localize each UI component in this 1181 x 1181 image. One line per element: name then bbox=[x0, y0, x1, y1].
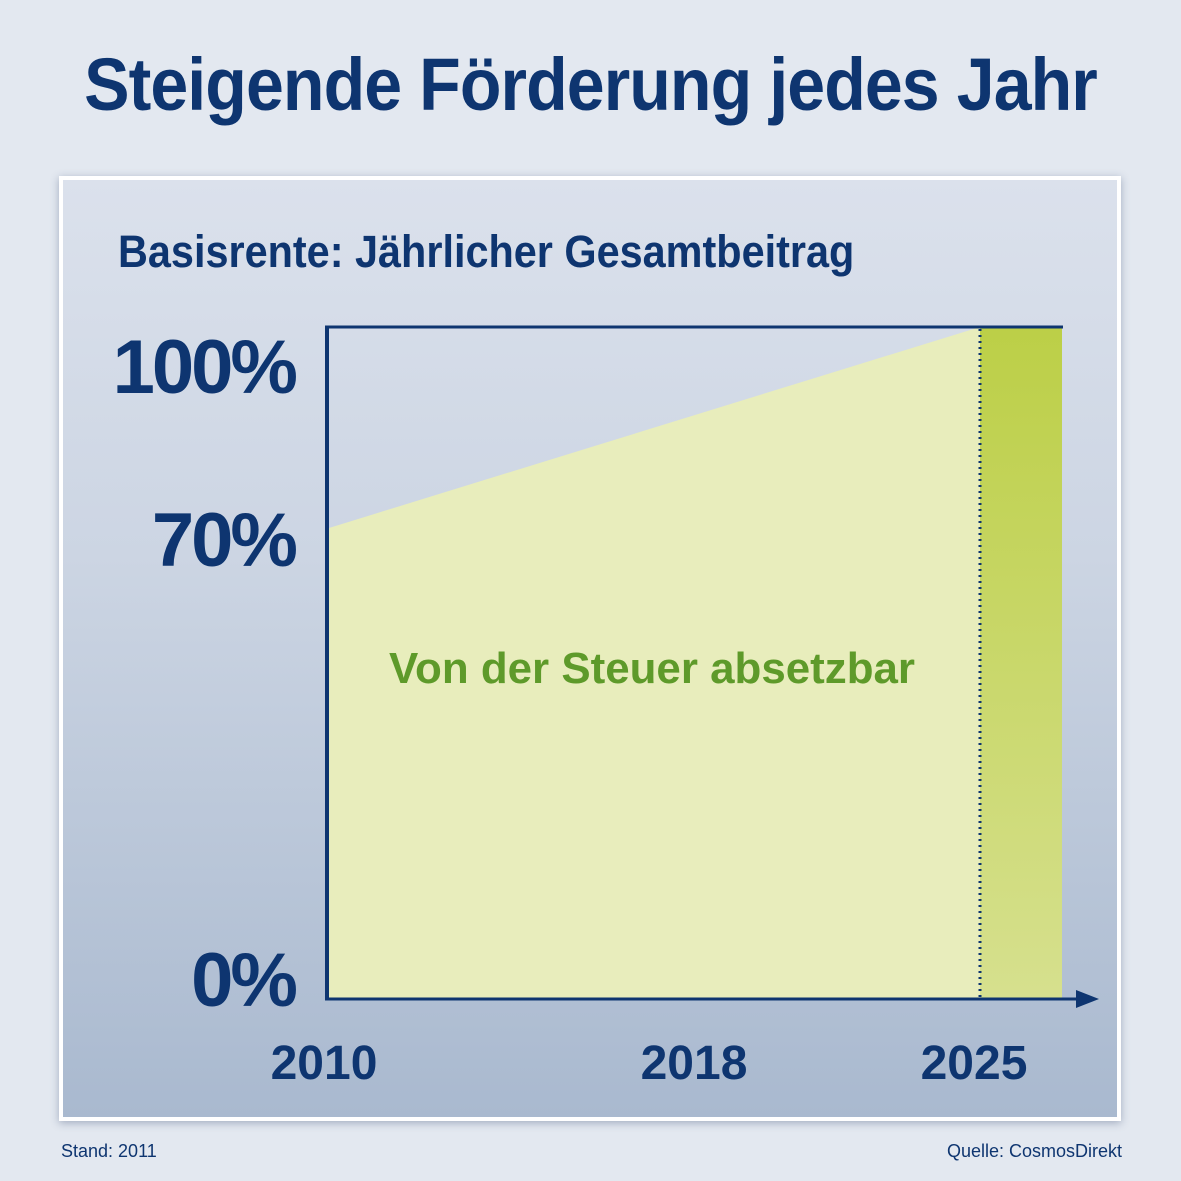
chart-title: Basisrente: Jährlicher Gesamtbeitrag bbox=[118, 226, 855, 277]
headline: Steigende Förderung jedes Jahr bbox=[84, 43, 1098, 126]
x-axis-arrow bbox=[1076, 990, 1099, 1008]
area-label: Von der Steuer absetzbar bbox=[389, 644, 915, 693]
area-tax-deductible bbox=[327, 327, 1062, 999]
footer-stand: Stand: 2011 bbox=[61, 1141, 157, 1161]
footer-source: Quelle: CosmosDirekt bbox=[946, 1141, 1122, 1161]
area-full-deductible bbox=[980, 327, 1062, 999]
x-tick-2018: 2018 bbox=[640, 1037, 748, 1090]
y-tick-70: 70% bbox=[151, 498, 298, 583]
x-tick-2010: 2010 bbox=[270, 1037, 378, 1090]
x-tick-2025: 2025 bbox=[920, 1037, 1028, 1090]
y-tick-0: 0% bbox=[191, 938, 298, 1023]
y-tick-100: 100% bbox=[112, 325, 298, 410]
